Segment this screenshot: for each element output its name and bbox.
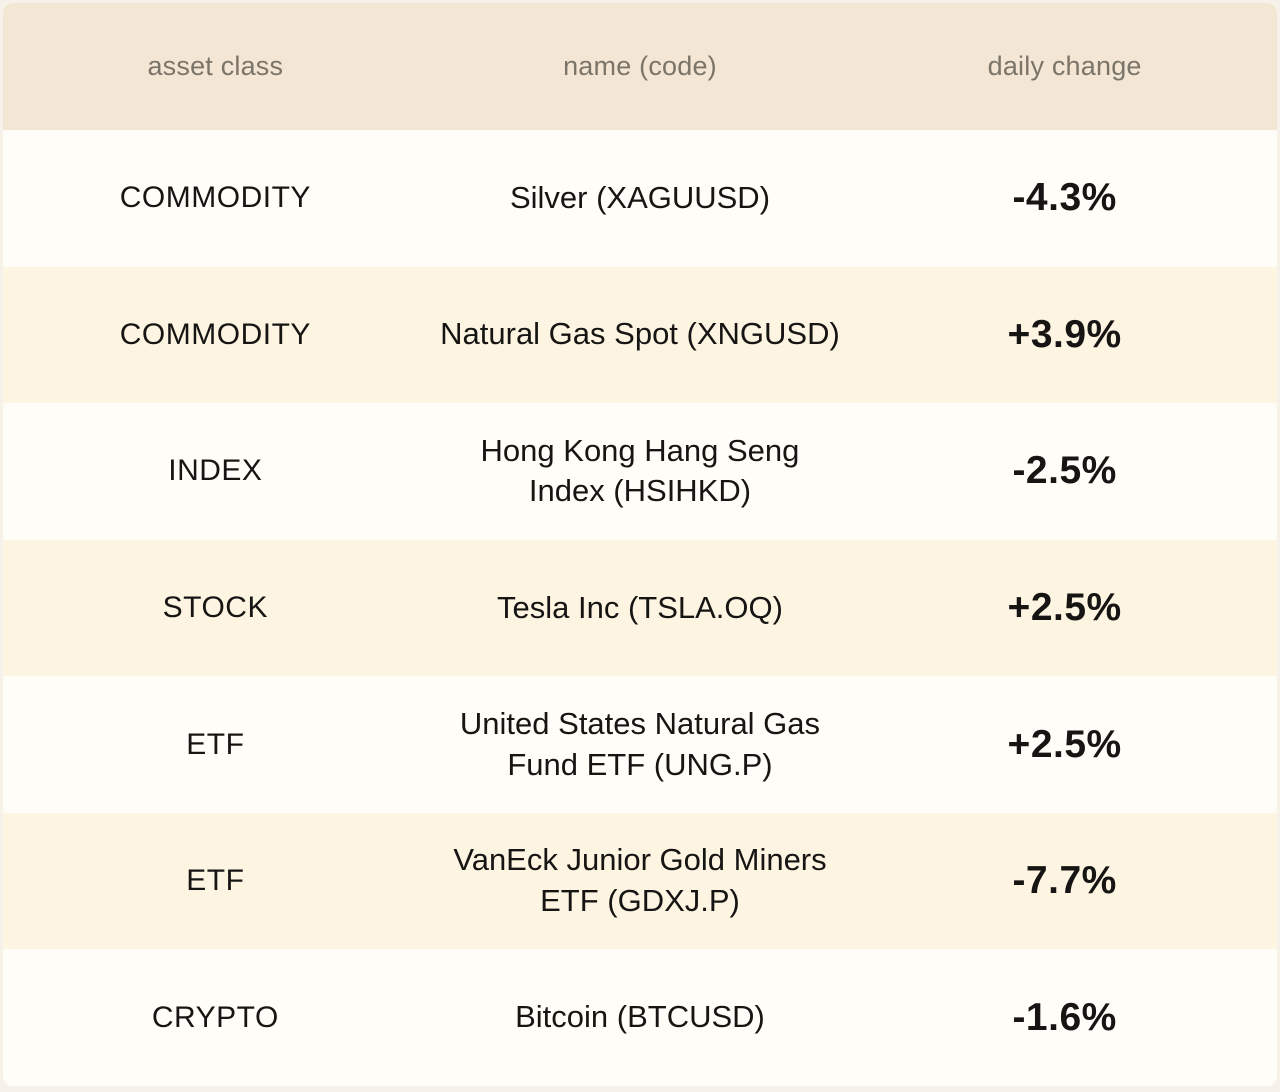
column-header-daily-change: daily change [987, 51, 1142, 81]
asset-class-cell: COMMODITY [119, 317, 311, 351]
table-row: CRYPTO Bitcoin (BTCUSD) -1.6% [3, 949, 1277, 1086]
column-header-name-code: name (code) [563, 51, 717, 81]
table-header-row: asset class name (code) daily change [3, 3, 1277, 130]
name-code-cell: Bitcoin (BTCUSD) [515, 999, 765, 1035]
table-row: COMMODITY Silver (XAGUUSD) -4.3% [3, 130, 1277, 267]
name-code-cell: Silver (XAGUUSD) [509, 179, 771, 215]
table-row: INDEX Hong Kong Hang Seng Index (HSIHKD)… [3, 403, 1277, 540]
asset-class-cell: INDEX [168, 454, 263, 488]
daily-change-cell: +2.5% [1007, 722, 1122, 766]
daily-change-cell: +2.5% [1007, 586, 1122, 630]
daily-change-cell: +3.9% [1007, 312, 1122, 356]
table-row: ETF VanEck Junior Gold Miners ETF (GDXJ.… [3, 812, 1277, 950]
asset-class-cell: ETF [186, 727, 245, 761]
name-code-cell: Natural Gas Spot (XNGUSD) [440, 316, 840, 352]
column-header-asset-class: asset class [147, 51, 284, 81]
asset-class-cell: ETF [186, 864, 245, 898]
asset-class-cell: CRYPTO [151, 1000, 279, 1034]
asset-table: asset class name (code) daily change COM… [3, 3, 1277, 1086]
name-code-cell: VanEck Junior Gold Miners ETF (GDXJ.P) [453, 842, 827, 919]
daily-change-cell: -7.7% [1012, 859, 1117, 903]
daily-change-cell: -4.3% [1012, 176, 1117, 220]
daily-change-cell: -2.5% [1012, 449, 1117, 493]
table-row: ETF United States Natural Gas Fund ETF (… [3, 676, 1277, 813]
asset-class-cell: COMMODITY [119, 181, 311, 215]
asset-class-cell: STOCK [162, 591, 268, 625]
table-row: COMMODITY Natural Gas Spot (XNGUSD) +3.9… [3, 266, 1277, 404]
daily-change-cell: -1.6% [1012, 995, 1117, 1039]
table-row: STOCK Tesla Inc (TSLA.OQ) +2.5% [3, 539, 1277, 677]
name-code-cell: Tesla Inc (TSLA.OQ) [497, 589, 783, 625]
name-code-cell: Hong Kong Hang Seng Index (HSIHKD) [480, 432, 800, 509]
name-code-cell: United States Natural Gas Fund ETF (UNG.… [459, 705, 821, 782]
